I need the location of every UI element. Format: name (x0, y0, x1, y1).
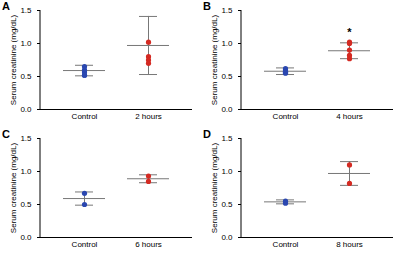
svg-text:1.5: 1.5 (221, 6, 233, 15)
svg-text:0.5: 0.5 (221, 200, 233, 209)
svg-text:Control: Control (273, 112, 299, 121)
svg-text:1.5: 1.5 (20, 6, 32, 15)
svg-text:1.0: 1.0 (221, 39, 233, 48)
svg-text:1.5: 1.5 (221, 134, 233, 143)
svg-text:Control: Control (72, 112, 98, 121)
svg-text:1.0: 1.0 (20, 167, 32, 176)
html-text:A: A (2, 0, 10, 12)
svg-text:Serum creatinine (mg/dL): Serum creatinine (mg/dL) (9, 15, 18, 106)
svg-text:8 hours: 8 hours (336, 240, 363, 249)
html-text:D: D (203, 128, 211, 140)
svg-text:0.5: 0.5 (221, 72, 233, 81)
svg-text:Serum creatinine (mg/dL): Serum creatinine (mg/dL) (210, 143, 219, 234)
svg-text:1.0: 1.0 (20, 39, 32, 48)
svg-text:0.5: 0.5 (20, 72, 32, 81)
svg-text:1.0: 1.0 (221, 167, 233, 176)
svg-text:0.0: 0.0 (221, 105, 233, 114)
html-text:C: C (2, 128, 10, 140)
svg-text:1.5: 1.5 (20, 134, 32, 143)
svg-text:6 hours: 6 hours (135, 240, 162, 249)
svg-text:Serum creatinine (mg/dL): Serum creatinine (mg/dL) (9, 143, 18, 234)
svg-text:Serum creatinine (mg/dL): Serum creatinine (mg/dL) (210, 15, 219, 106)
svg-text:0.0: 0.0 (20, 233, 32, 242)
svg-text:0.0: 0.0 (221, 233, 233, 242)
svg-text:Control: Control (273, 240, 299, 249)
svg-text:0.5: 0.5 (20, 200, 32, 209)
svg-text:*: * (347, 26, 352, 38)
svg-text:Control: Control (72, 240, 98, 249)
svg-text:4 hours: 4 hours (336, 112, 363, 121)
svg-text:2 hours: 2 hours (135, 112, 162, 121)
svg-text:0.0: 0.0 (20, 105, 32, 114)
html-text:B: B (203, 0, 211, 12)
